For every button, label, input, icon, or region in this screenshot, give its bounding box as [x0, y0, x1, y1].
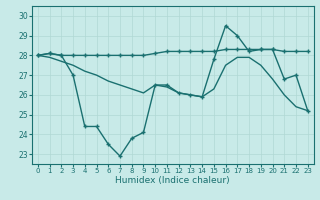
- X-axis label: Humidex (Indice chaleur): Humidex (Indice chaleur): [116, 176, 230, 185]
